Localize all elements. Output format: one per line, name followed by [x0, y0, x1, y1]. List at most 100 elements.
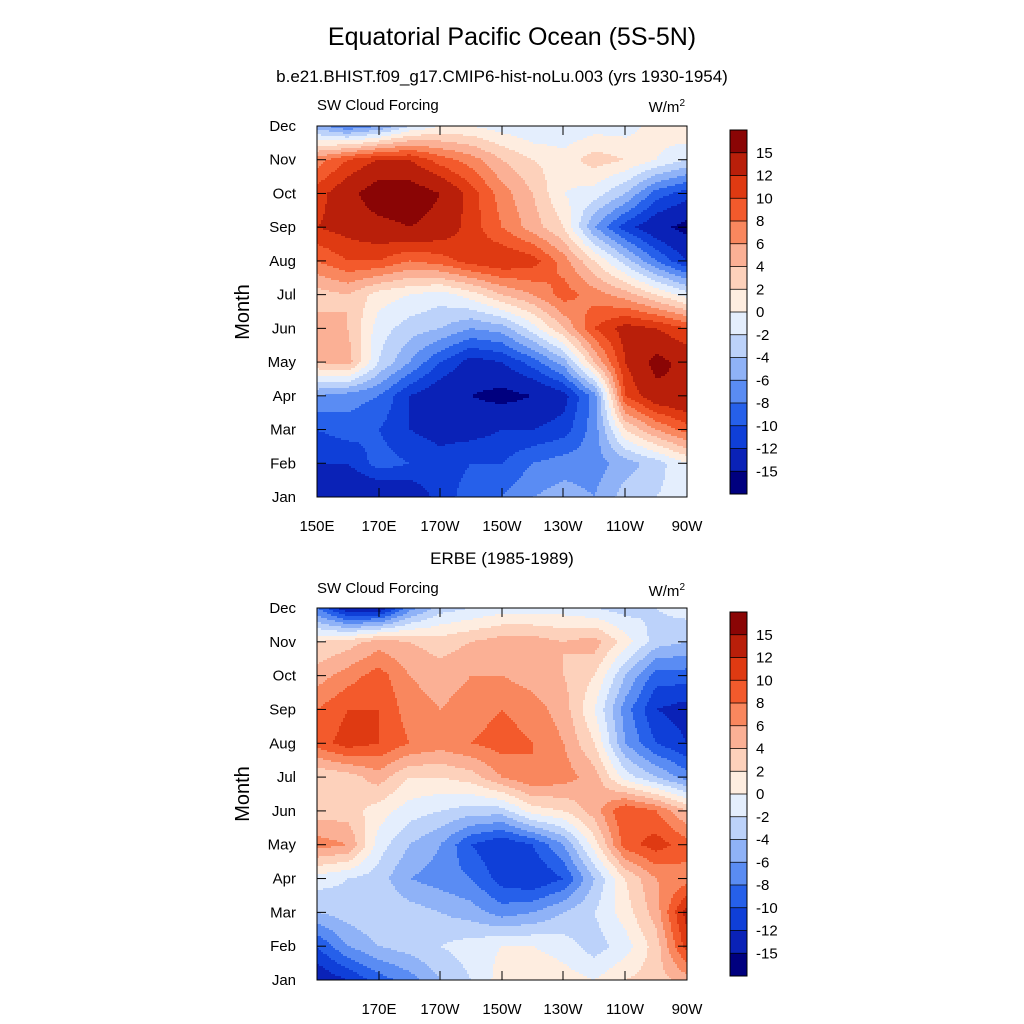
contour-cell — [499, 214, 520, 217]
colorbar-label: 12 — [756, 168, 773, 185]
contour-cell — [571, 764, 594, 767]
contour-cell — [391, 138, 484, 141]
contour-cell — [391, 408, 410, 411]
contour-cell — [401, 718, 494, 721]
contour-cell — [365, 808, 398, 811]
contour-cell — [391, 610, 400, 613]
contour-cell — [659, 886, 682, 889]
contour-cell — [333, 742, 380, 745]
contour-cell — [327, 196, 362, 199]
contour-cell — [409, 422, 548, 425]
contour-cell — [605, 428, 612, 431]
contour-cell — [657, 260, 672, 263]
contour-cell — [317, 406, 360, 409]
contour-cell — [373, 328, 394, 331]
contour-cell — [421, 882, 476, 885]
contour-cell — [355, 366, 366, 369]
contour-cell — [479, 922, 538, 925]
contour-cell — [597, 276, 616, 279]
contour-cell — [667, 846, 687, 849]
contour-cell — [619, 654, 634, 657]
contour-cell — [519, 450, 574, 453]
contour-cell — [611, 362, 620, 365]
contour-cell — [573, 230, 584, 233]
contour-cell — [535, 826, 562, 829]
contour-cell — [359, 852, 372, 855]
contour-cell — [409, 412, 564, 415]
contour-cell — [619, 160, 652, 163]
contour-cell — [409, 294, 458, 297]
contour-cell — [653, 286, 674, 289]
contour-cell — [529, 738, 562, 741]
contour-cell — [411, 154, 438, 157]
contour-cell — [613, 678, 624, 681]
contour-cell — [519, 728, 558, 731]
contour-cell — [417, 368, 434, 371]
contour-cell — [485, 182, 504, 185]
contour-cell — [339, 254, 394, 257]
contour-cell — [317, 720, 344, 723]
contour-cell — [421, 364, 438, 367]
contour-cell — [547, 324, 562, 327]
contour-cell — [577, 272, 594, 275]
contour-cell — [557, 264, 572, 267]
contour-cell — [481, 832, 514, 835]
contour-cell — [597, 410, 602, 413]
contour-cell — [411, 180, 448, 183]
contour-cell — [543, 346, 558, 349]
contour-cell — [317, 332, 350, 335]
contour-cell — [465, 682, 516, 685]
contour-cell — [361, 642, 412, 645]
contour-cell — [497, 202, 516, 205]
contour-cell — [619, 828, 674, 831]
contour-cell — [623, 726, 636, 729]
contour-cell — [669, 406, 687, 409]
contour-cell — [557, 268, 576, 271]
contour-cell — [403, 856, 434, 859]
contour-cell — [597, 412, 602, 415]
contour-cell — [573, 892, 590, 895]
contour-cell — [581, 228, 590, 231]
contour-cell — [579, 222, 590, 225]
contour-cell — [531, 312, 548, 315]
contour-cell — [647, 630, 687, 633]
contour-cell — [609, 224, 622, 227]
contour-cell — [569, 704, 584, 707]
contour-cell — [383, 754, 410, 757]
contour-cell — [465, 472, 524, 475]
contour-cell — [669, 914, 678, 917]
contour-cell — [613, 418, 620, 421]
contour-cell — [385, 420, 410, 423]
contour-cell — [601, 390, 606, 393]
contour-cell — [619, 832, 680, 835]
contour-cell — [681, 730, 687, 733]
contour-cell — [675, 910, 684, 913]
contour-cell — [533, 232, 554, 235]
contour-cell — [317, 724, 342, 727]
contour-cell — [581, 220, 590, 223]
contour-cell — [525, 182, 548, 185]
contour-cell — [629, 758, 646, 761]
contour-cell — [613, 876, 624, 879]
contour-cell — [643, 396, 687, 399]
contour-cell — [317, 806, 368, 809]
contour-cell — [349, 334, 362, 337]
contour-cell — [649, 748, 672, 751]
contour-cell — [667, 910, 676, 913]
contour-cell — [475, 824, 510, 827]
contour-cell — [317, 320, 348, 323]
contour-cell — [611, 800, 636, 803]
contour-cell — [479, 398, 524, 401]
contour-cell — [655, 420, 682, 423]
contour-cell — [583, 364, 592, 367]
contour-cell — [621, 750, 636, 753]
contour-cell — [611, 834, 620, 837]
contour-cell — [551, 486, 582, 489]
colorbar-swatch — [730, 266, 747, 290]
contour-cell — [497, 208, 518, 211]
contour-cell — [333, 610, 346, 613]
contour-cell — [495, 172, 518, 175]
contour-cell — [605, 270, 622, 273]
contour-cell — [569, 432, 586, 435]
contour-cell — [605, 674, 616, 677]
